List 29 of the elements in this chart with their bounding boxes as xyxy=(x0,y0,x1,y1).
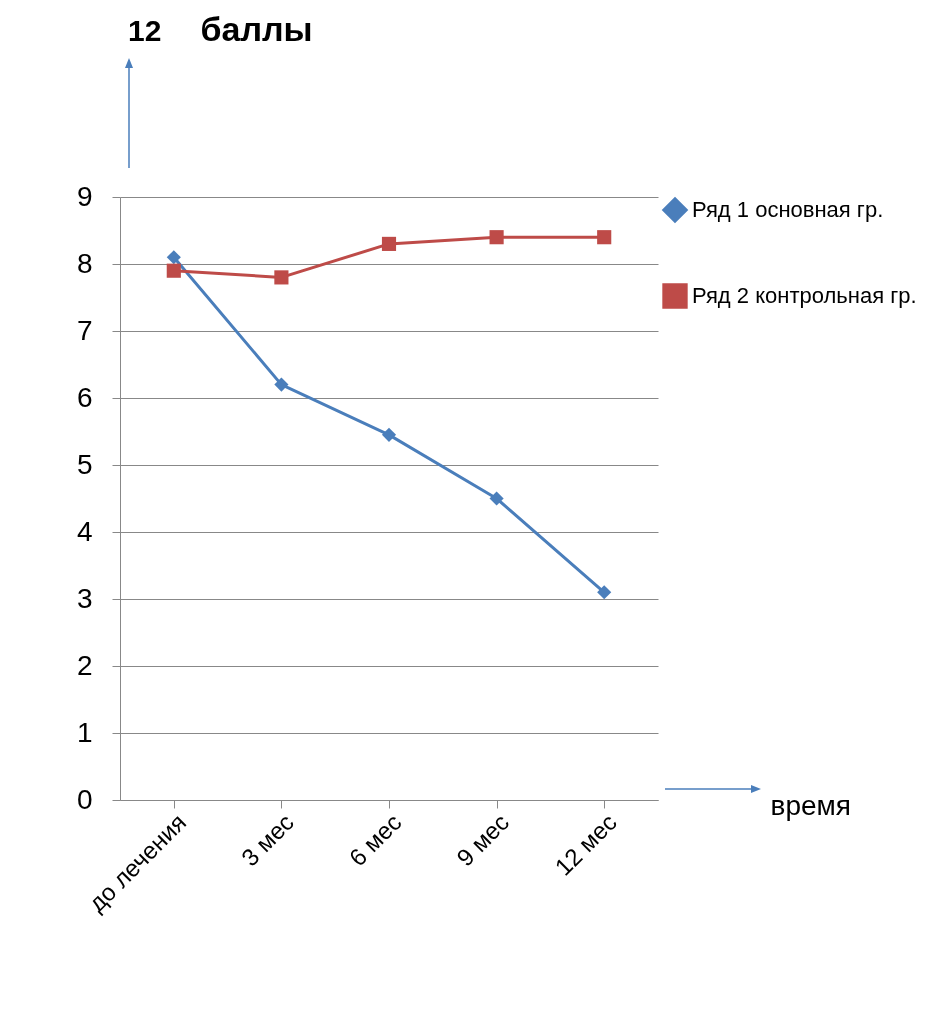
y-tick-label: 1 xyxy=(76,716,93,748)
point xyxy=(274,270,289,285)
point xyxy=(489,230,504,245)
legend-label: Ряд 2 контрольная гр. xyxy=(692,283,917,308)
point xyxy=(274,377,289,392)
x-axis-title: время xyxy=(770,789,851,821)
y-tick-label: 5 xyxy=(76,448,93,480)
point xyxy=(597,585,612,600)
x-tick-label: 9 мес xyxy=(451,808,515,872)
y-tick-label: 7 xyxy=(76,314,93,346)
y-tick-label: 9 xyxy=(76,180,93,212)
point xyxy=(489,491,504,506)
x-tick-label: 12 мес xyxy=(549,808,622,881)
y-tick-label: 3 xyxy=(76,582,93,614)
point xyxy=(381,427,397,442)
y-tick-label: 6 xyxy=(76,381,93,413)
y-tick-label: 2 xyxy=(76,649,93,681)
y-tick-label: 8 xyxy=(76,247,93,279)
point xyxy=(166,263,181,278)
point xyxy=(381,236,397,251)
legend-label: Ряд 1 основная гр. xyxy=(692,197,884,222)
text: 12 xyxy=(128,14,162,48)
y-tick-label: 4 xyxy=(76,515,93,547)
y-tick-label: 0 xyxy=(76,783,93,815)
point xyxy=(597,230,612,245)
point xyxy=(166,250,181,265)
x-tick-label: 3 мес xyxy=(236,808,299,872)
y-axis-title: баллы xyxy=(200,9,313,48)
x-tick-label: 6 мес xyxy=(343,808,407,872)
